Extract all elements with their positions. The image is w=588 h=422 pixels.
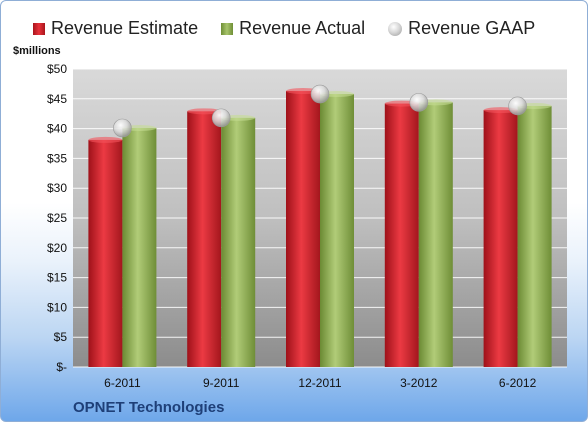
legend-label-estimate: Revenue Estimate xyxy=(51,18,199,38)
y-tick-label: $50 xyxy=(47,62,67,76)
company-name: OPNET Technologies xyxy=(73,399,225,416)
y-tick-label: $45 xyxy=(47,92,67,106)
marker-revenue-gaap xyxy=(409,93,429,112)
bars xyxy=(88,88,552,368)
x-tick-label: 12-2011 xyxy=(298,376,341,390)
bar-revenue-estimate xyxy=(187,111,222,367)
bar-revenue-estimate xyxy=(88,139,123,367)
legend-label-actual: Revenue Actual xyxy=(239,18,366,38)
y-tick-label: $15 xyxy=(47,271,67,285)
marker-revenue-gaap xyxy=(310,84,330,104)
bar-revenue-estimate xyxy=(286,91,320,367)
x-tick-label: 6-2012 xyxy=(499,376,537,390)
x-tick-label: 6-2011 xyxy=(104,376,141,390)
y-tick-label: $10 xyxy=(47,300,67,314)
legend-label-gaap: Revenue GAAP xyxy=(408,18,536,38)
marker-revenue-gaap xyxy=(508,96,527,116)
x-tick-label: 3-2012 xyxy=(400,376,438,390)
bar-revenue-actual xyxy=(122,128,157,367)
bar-revenue-actual xyxy=(418,102,453,367)
legend-swatch-actual xyxy=(221,22,234,35)
y-axis-ticks: $- $5 $10 $15 $20 $25 $30 $35 $40 $45 $50 xyxy=(47,62,67,374)
y-tick-label: $25 xyxy=(47,211,67,225)
y-axis-units-label: $millions xyxy=(13,45,61,57)
legend-swatch-estimate xyxy=(33,22,45,35)
bar-revenue-actual xyxy=(517,105,552,368)
gaap-markers xyxy=(113,84,527,138)
y-tick-label: $30 xyxy=(47,181,67,195)
bar-revenue-estimate xyxy=(384,103,419,368)
bar-revenue-estimate xyxy=(483,110,518,368)
y-tick-label: $20 xyxy=(47,241,67,255)
bar-revenue-actual xyxy=(320,94,354,368)
y-tick-label: $35 xyxy=(47,151,67,165)
marker-revenue-gaap xyxy=(211,108,231,128)
bar-top-revenue-estimate xyxy=(88,136,123,143)
y-tick-label: $5 xyxy=(54,330,68,344)
y-tick-label: $- xyxy=(56,360,67,374)
legend-item-gaap: Revenue GAAP xyxy=(388,18,535,39)
bar-revenue-actual xyxy=(221,117,256,367)
bar-top-revenue-estimate xyxy=(187,108,222,115)
y-tick-label: $40 xyxy=(47,122,67,136)
legend-swatch-gaap xyxy=(388,21,403,36)
x-tick-label: 9-2011 xyxy=(203,376,240,390)
legend-item-actual: Revenue Actual xyxy=(221,18,365,39)
legend-item-estimate: Revenue Estimate xyxy=(33,18,198,39)
legend: Revenue Estimate Revenue Actual Revenue … xyxy=(33,18,535,39)
marker-revenue-gaap xyxy=(113,118,132,138)
x-axis-ticks: 6-2011 9-2011 12-2011 3-2012 6-2012 xyxy=(104,376,536,390)
